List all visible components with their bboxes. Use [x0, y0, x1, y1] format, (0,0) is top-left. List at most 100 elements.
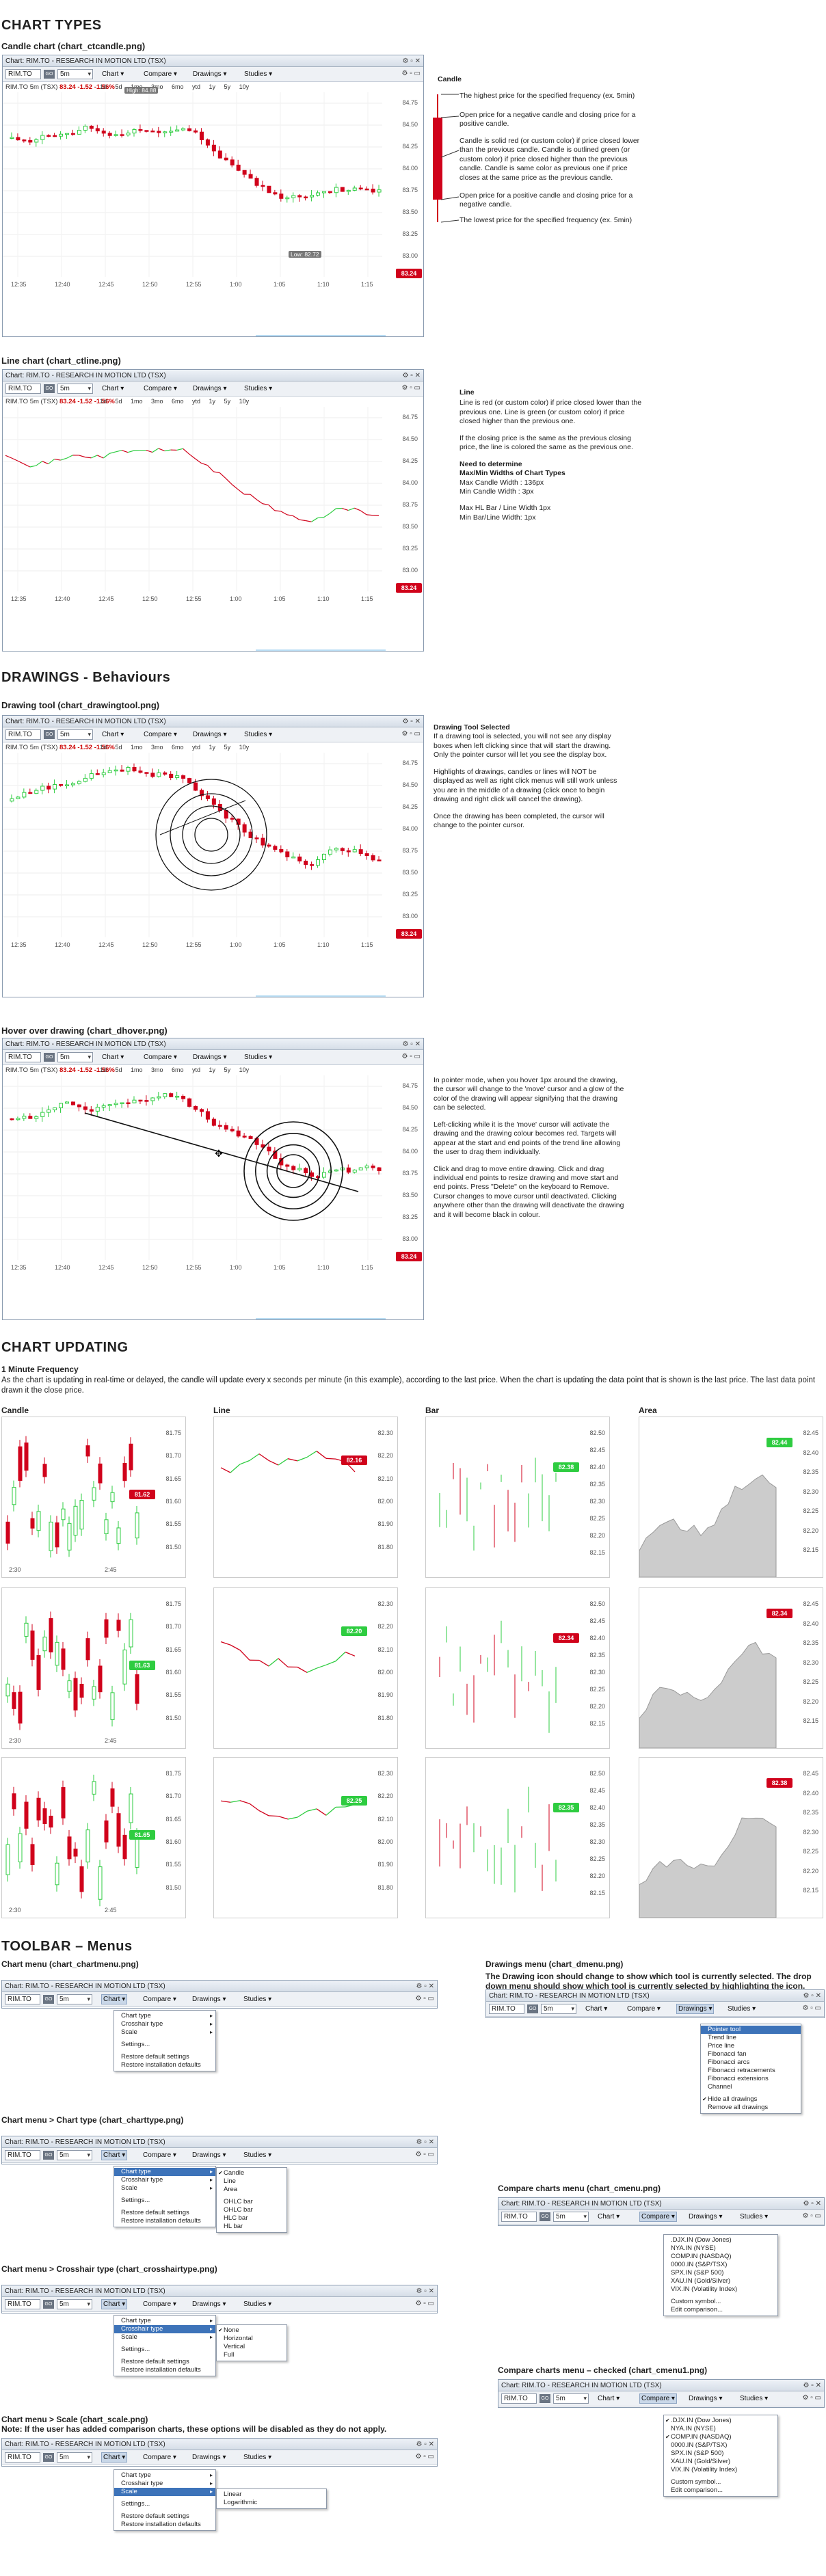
menu-item[interactable]: Custom symbol... — [664, 2478, 777, 2486]
menu-item[interactable]: Scale ▸ — [114, 2184, 215, 2192]
menu-item[interactable]: Restore default settings — [114, 2512, 215, 2521]
drawings-menu-button[interactable]: Drawings ▾ — [689, 2213, 723, 2221]
symbol-input[interactable]: RIM.TO — [489, 2004, 524, 2014]
go-button[interactable]: GO — [43, 2453, 54, 2462]
drawings-menu-button[interactable]: Drawings ▾ — [192, 2300, 226, 2308]
compare-menu-button[interactable]: Compare ▾ — [144, 731, 177, 738]
chart-menu-button[interactable]: Chart ▾ — [101, 1994, 128, 2004]
window-titlebar[interactable]: Chart: RIM.TO - RESEARCH IN MOTION LTD (… — [2, 1981, 437, 1992]
period-select[interactable]: 5m — [553, 2393, 589, 2404]
window-controls-icon[interactable]: ⚙ ▫ ✕ — [803, 2382, 821, 2389]
symbol-input[interactable]: RIM.TO — [5, 1052, 41, 1062]
symbol-input[interactable]: RIM.TO — [5, 384, 41, 394]
window-controls-icon[interactable]: ⚙ ▫ ✕ — [416, 2441, 434, 2448]
compare-menu-button[interactable]: Compare ▾ — [143, 2454, 176, 2461]
menu-item[interactable]: HLC bar — [217, 2214, 287, 2223]
toolbar-settings-icon[interactable]: ⚙ ▫ ▭ — [415, 1995, 434, 2002]
plot-area[interactable]: 84.75 84.50 84.25 84.00 83.75 83.50 83.25 83.00… — [3, 407, 423, 649]
window-controls-icon[interactable]: ⚙ ▫ ✕ — [416, 2138, 434, 2146]
menu-item[interactable]: COMP.IN (NASDAQ) — [664, 2253, 777, 2261]
drawings-menu-button[interactable]: Drawings ▾ — [676, 2004, 715, 2014]
symbol-input[interactable]: RIM.TO — [5, 2452, 40, 2463]
menu-item[interactable]: Edit comparison... — [664, 2486, 777, 2495]
menu-item[interactable]: VIX.IN (Volatility Index) — [664, 2466, 777, 2474]
studies-menu-button[interactable]: Studies ▾ — [243, 2454, 272, 2461]
period-select[interactable]: 5m — [541, 2004, 576, 2014]
range-buttons[interactable]: 1d 5d 1mo 3mo 6mo ytd 1y 5y 10y — [100, 1066, 250, 1073]
menu-item[interactable]: ✔ Hide all drawings — [701, 2095, 801, 2104]
menu-item[interactable]: Restore default settings — [114, 2209, 215, 2217]
period-select[interactable]: 5m — [57, 384, 93, 394]
chart-menu-button[interactable]: Chart ▾ — [585, 2005, 608, 2013]
period-select[interactable]: 5m — [57, 1052, 93, 1062]
navigator[interactable] — [3, 1318, 423, 1320]
window-controls-icon[interactable]: ⚙ ▫ ✕ — [416, 1983, 434, 1990]
drawings-menu-button[interactable]: Drawings ▾ — [192, 2454, 226, 2461]
window-titlebar[interactable]: Chart: RIM.TO - RESEARCH IN MOTION LTD (… — [3, 716, 423, 727]
window-controls-icon[interactable]: ⚙ ▫ ✕ — [402, 372, 421, 379]
menu-item[interactable]: Chart type ▸ — [114, 2471, 215, 2480]
compare-menu-button[interactable]: Compare ▾ — [627, 2005, 661, 2013]
menu-item[interactable]: Restore installation defaults — [114, 2521, 215, 2529]
menu-item[interactable]: Fibonacci arcs — [701, 2058, 801, 2067]
menu-item[interactable]: Horizontal — [217, 2335, 287, 2343]
menu-item[interactable]: NYA.IN (NYSE) — [664, 2244, 777, 2253]
menu-item[interactable]: Linear — [217, 2491, 326, 2499]
studies-menu-button[interactable]: Studies ▾ — [244, 1054, 273, 1061]
go-button[interactable]: GO — [539, 2394, 550, 2403]
range-buttons[interactable]: 1d 5d 1mo 3mo 6mo ytd 1y 5y 10y — [100, 83, 250, 90]
period-select[interactable]: 5m — [57, 1994, 92, 2004]
go-button[interactable]: GO — [44, 1053, 55, 1062]
menu-item[interactable]: Settings... — [114, 2197, 215, 2205]
studies-menu-button[interactable]: Studies ▾ — [740, 2213, 769, 2221]
menu-item[interactable]: Line — [217, 2177, 287, 2186]
compare-menu-button[interactable]: Compare ▾ — [639, 2393, 677, 2404]
navigator[interactable] — [3, 649, 423, 652]
menu-item[interactable]: Price line — [701, 2042, 801, 2050]
symbol-input[interactable]: RIM.TO — [501, 2212, 537, 2222]
menu-item[interactable]: Fibonacci extensions — [701, 2075, 801, 2083]
drawings-menu-button[interactable]: Drawings ▾ — [193, 70, 227, 78]
period-select[interactable]: 5m — [57, 69, 93, 79]
toolbar-settings-icon[interactable]: ⚙ ▫ ▭ — [401, 1053, 421, 1060]
menu-item[interactable]: Remove all drawings — [701, 2104, 801, 2112]
window-controls-icon[interactable]: ⚙ ▫ ✕ — [803, 2200, 821, 2208]
toolbar-settings-icon[interactable]: ⚙ ▫ ▭ — [415, 2300, 434, 2307]
window-titlebar[interactable]: Chart: RIM.TO - RESEARCH IN MOTION LTD (… — [486, 1990, 824, 2002]
go-button[interactable]: GO — [44, 70, 55, 79]
compare-menu-button[interactable]: Compare ▾ — [143, 1996, 176, 2003]
menu-item[interactable]: XAU.IN (Gold/Silver) — [664, 2458, 777, 2466]
drawings-menu-button[interactable]: Drawings ▾ — [192, 1996, 226, 2003]
symbol-input[interactable]: RIM.TO — [5, 69, 41, 79]
drawings-menu-button[interactable]: Drawings ▾ — [689, 2395, 723, 2402]
navigator[interactable] — [3, 335, 423, 337]
range-buttons[interactable]: 1d 5d 1mo 3mo 6mo ytd 1y 5y 10y — [100, 744, 250, 751]
drawings-menu-button[interactable]: Drawings ▾ — [193, 731, 227, 738]
window-titlebar[interactable]: Chart: RIM.TO - RESEARCH IN MOTION LTD (… — [2, 2285, 437, 2297]
menu-item[interactable]: Fibonacci fan — [701, 2050, 801, 2058]
menu-item[interactable]: Crosshair type ▸ — [114, 2480, 215, 2488]
plot-area[interactable]: ✥ 84.75 84.50 84.25 84.00 83.75 83.50 83.25 83.0… — [3, 1075, 423, 1318]
studies-menu-button[interactable]: Studies ▾ — [243, 2151, 272, 2159]
menu-item[interactable]: OHLC bar — [217, 2198, 287, 2206]
menu-item[interactable]: Crosshair type ▸ — [114, 2176, 215, 2184]
menu-item[interactable]: ✔ .DJX.IN (Dow Jones) — [664, 2417, 777, 2425]
period-select[interactable]: 5m — [553, 2212, 589, 2222]
menu-item[interactable]: Settings... — [114, 2041, 215, 2049]
go-button[interactable]: GO — [43, 2151, 54, 2160]
chart-menu-button[interactable]: Chart ▾ — [102, 1054, 124, 1061]
plot-area[interactable]: 84.75 84.50 84.25 84.00 83.75 83.50 83.25 83.00… — [3, 753, 423, 995]
studies-menu-button[interactable]: Studies ▾ — [244, 731, 273, 738]
toolbar-settings-icon[interactable]: ⚙ ▫ ▭ — [802, 2394, 821, 2402]
menu-item[interactable]: Scale ▸ — [114, 2488, 215, 2496]
go-button[interactable]: GO — [44, 384, 55, 393]
toolbar-settings-icon[interactable]: ⚙ ▫ ▭ — [401, 730, 421, 738]
window-titlebar[interactable]: Chart: RIM.TO - RESEARCH IN MOTION LTD (… — [2, 2136, 437, 2148]
menu-item[interactable]: Chart type ▸ — [114, 2012, 215, 2020]
window-controls-icon[interactable]: ⚙ ▫ ✕ — [402, 1041, 421, 1048]
toolbar-settings-icon[interactable]: ⚙ ▫ ▭ — [415, 2151, 434, 2158]
menu-item[interactable]: Chart type ▸ — [114, 2317, 215, 2325]
toolbar-settings-icon[interactable]: ⚙ ▫ ▭ — [401, 70, 421, 77]
menu-item[interactable]: Crosshair type ▸ — [114, 2020, 215, 2028]
go-button[interactable]: GO — [44, 730, 55, 739]
